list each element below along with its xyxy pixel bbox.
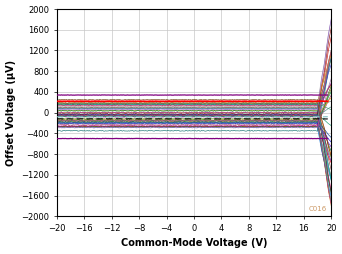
X-axis label: Common-Mode Voltage (V): Common-Mode Voltage (V) (121, 239, 267, 248)
Y-axis label: Offset Voltage (µV): Offset Voltage (µV) (5, 60, 15, 166)
Text: C016: C016 (309, 206, 327, 212)
